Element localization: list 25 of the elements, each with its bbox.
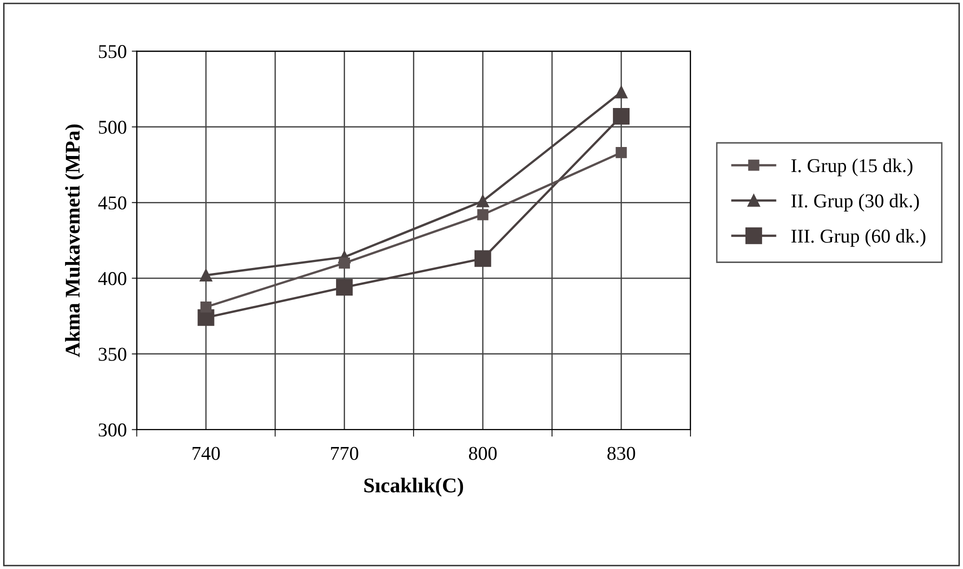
point xyxy=(477,209,488,220)
point xyxy=(616,147,627,158)
y-tick-label: 350 xyxy=(98,348,126,361)
legend-label: I. Grup (15 dk.) xyxy=(791,158,912,176)
legend-label: II. Grup (30 dk.) xyxy=(791,194,919,212)
x-tick-label: 770 xyxy=(331,446,358,460)
y-tick-label: 500 xyxy=(98,120,126,134)
legend-label: III. Grup (60 dk.) xyxy=(791,229,926,247)
y-tick-label: 550 xyxy=(98,45,126,58)
point xyxy=(474,250,492,267)
point xyxy=(200,301,212,313)
point xyxy=(200,268,212,282)
y-axis-title: Akma Mukavemeti (MPa) xyxy=(65,124,84,358)
x-tick-label: 830 xyxy=(607,446,636,460)
point xyxy=(615,86,628,98)
point xyxy=(612,108,630,125)
point xyxy=(336,278,353,296)
point xyxy=(338,258,350,269)
x-tick-label: 740 xyxy=(192,446,220,460)
y-tick-label: 450 xyxy=(98,196,126,210)
y-tick-label: 400 xyxy=(98,272,126,286)
x-axis-title: Sıcaklık(C) xyxy=(364,478,464,497)
y-tick-label: 300 xyxy=(98,423,126,437)
x-tick-label: 800 xyxy=(468,446,497,460)
point xyxy=(476,194,490,208)
